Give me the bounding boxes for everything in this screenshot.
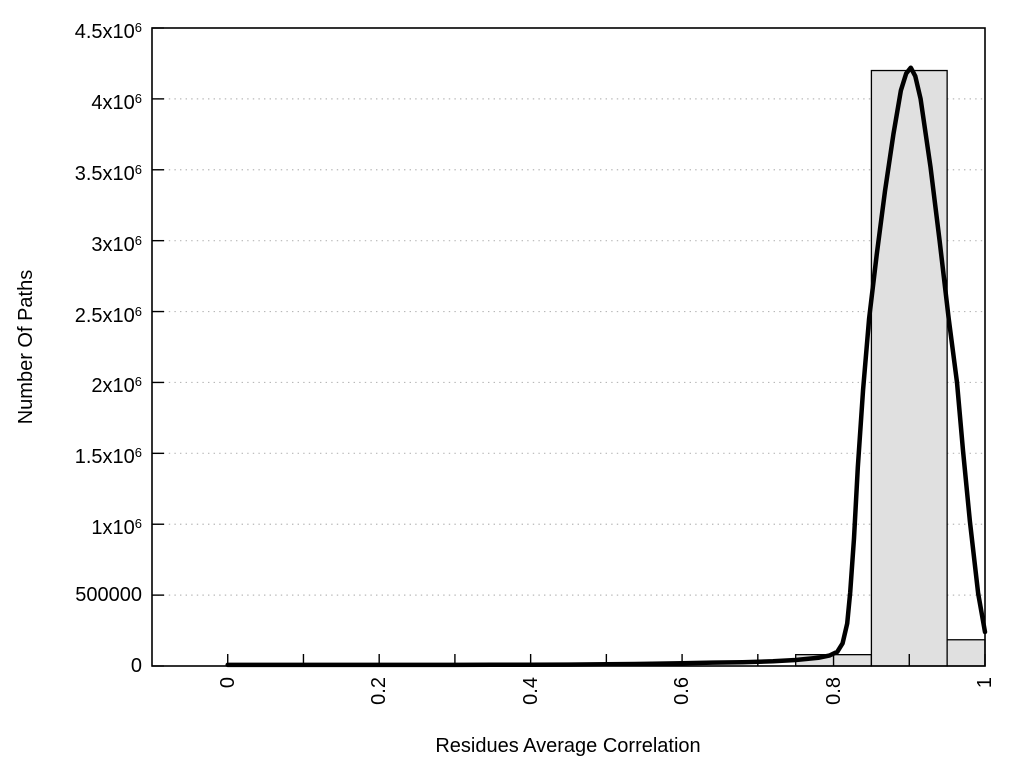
y-tick-label: 1.5x106 (74, 445, 142, 469)
x-tick-label: 0.4 (519, 677, 542, 705)
density-fit-curve (225, 65, 988, 668)
x-tick-label: 0.8 (822, 677, 845, 705)
y-tick-label: 500000 (75, 584, 142, 607)
x-tick-label: 0.2 (368, 677, 391, 705)
y-tick-label: 4.5x106 (74, 20, 142, 43)
y-tick-label: 2.5x106 (74, 303, 142, 327)
y-axis-title: Number Of Paths (15, 269, 37, 425)
x-tick-label: 0 (216, 677, 239, 689)
histogram-bar (870, 69, 948, 667)
y-tick-label: 2x106 (91, 374, 142, 398)
x-tick-label: 1 (974, 677, 996, 689)
y-tick-label: 3x106 (91, 232, 142, 256)
y-tick-label: 3.5x106 (74, 161, 142, 185)
y-tick-label: 1x106 (91, 516, 142, 540)
plot-border (151, 27, 986, 667)
x-axis-title: Residues Average Correlation (435, 735, 701, 757)
y-tick-label: 4x106 (91, 90, 142, 114)
y-tick-label: 0 (130, 655, 142, 677)
x-tick-label: 0.6 (671, 677, 694, 705)
histogram-bar (946, 639, 986, 667)
